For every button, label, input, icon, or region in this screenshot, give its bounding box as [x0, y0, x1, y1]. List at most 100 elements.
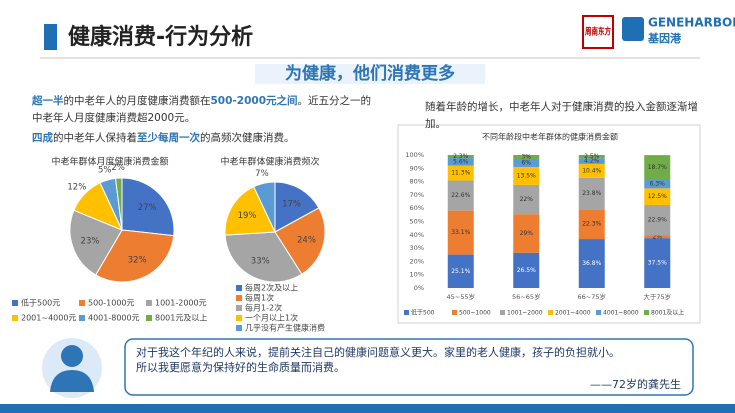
- seal-logo: [582, 15, 614, 49]
- value-label: 10.4%: [582, 167, 601, 174]
- slice-label: 5%: [98, 166, 112, 176]
- slice-label: 32%: [128, 256, 147, 266]
- legend-label: 1001-2000元: [155, 299, 207, 308]
- bar-segment: [513, 155, 540, 159]
- x-tick-label: 45~55岁: [447, 292, 476, 301]
- legend-swatch: [79, 315, 85, 321]
- highlight-text: 超一半: [32, 95, 64, 107]
- paragraph: 超一半的中老年人的月度健康消费额在500-2000元之间。近五分之一的中老年人月…: [32, 93, 377, 127]
- quote-author: ——72岁的龚先生: [590, 378, 681, 391]
- slice-label: 23%: [81, 236, 100, 246]
- bar-segment: [578, 163, 605, 178]
- value-label: 18.7%: [648, 164, 667, 171]
- y-tick-label: 40%: [410, 231, 424, 239]
- bar-segment: [513, 214, 540, 253]
- legend-swatch: [236, 325, 242, 331]
- quote-box: [124, 338, 694, 396]
- pie-slice: [114, 177, 123, 231]
- bar-segment: [447, 210, 474, 255]
- pie-slice: [274, 181, 320, 233]
- legend-label: 4001-8000元: [88, 314, 140, 323]
- bar-segment: [578, 158, 605, 164]
- slice-label: 17%: [282, 200, 301, 210]
- bar-segment: [644, 155, 671, 181]
- bar-segment: [578, 239, 605, 288]
- value-label: 6.3%: [650, 181, 666, 188]
- value-label: 22%: [520, 196, 534, 203]
- value-label: 25.1%: [451, 268, 470, 275]
- y-tick-label: 20%: [410, 257, 424, 265]
- highlight-text: 至少每周一次: [137, 132, 200, 144]
- chart-title: 不同年龄段中老年群体的健康消费金额: [482, 132, 618, 142]
- quote-line: 对于我这个年纪的人来说，提前关注自己的健康问题意义更大。家里的老人健康，孩子的负…: [136, 346, 620, 359]
- legend-label: 2001~4000元: [21, 314, 76, 323]
- legend-swatch: [146, 315, 152, 321]
- bar-segment: [644, 235, 671, 239]
- gene-logo-mark: [622, 17, 644, 41]
- value-label: 4.2%: [584, 158, 600, 165]
- slide-title: 健康消费-行为分析: [68, 24, 253, 50]
- legend-label: 500-1000元: [88, 299, 135, 308]
- y-tick-label: 100%: [405, 151, 424, 159]
- title-marker: [44, 24, 57, 50]
- legend-swatch: [404, 310, 409, 315]
- footer-bar: [0, 404, 735, 413]
- y-tick-label: 80%: [410, 178, 424, 186]
- y-tick-label: 10%: [410, 271, 424, 279]
- legend-label: 4001~8000: [603, 310, 639, 317]
- value-label: 22.6%: [451, 192, 470, 199]
- paragraph: 四成的中老年人保持着至少每周一次的高频次健康消费。: [32, 130, 377, 147]
- legend-label: 每周2次及以上: [245, 283, 298, 293]
- slice-label: 33%: [251, 256, 270, 266]
- bar-segment: [447, 254, 474, 288]
- value-label: 3%: [521, 153, 531, 160]
- pie-slice: [224, 231, 303, 283]
- legend-label: 低于500: [411, 309, 435, 317]
- bar-segment: [447, 180, 474, 211]
- avatar-body: [50, 370, 94, 392]
- value-label: 37.5%: [648, 260, 667, 267]
- pie-slice: [95, 229, 175, 283]
- value-label: 2%: [652, 233, 662, 240]
- value-label: 13.5%: [517, 172, 536, 179]
- value-label: 22.9%: [648, 217, 667, 224]
- value-label: 2.5%: [584, 153, 600, 160]
- bar-segment: [447, 165, 474, 181]
- slice-label: 24%: [297, 236, 316, 246]
- legend-swatch: [236, 295, 242, 301]
- logo-name: GENEHARBOR: [648, 16, 735, 30]
- pie-slice: [69, 209, 123, 276]
- bar-segment: [644, 180, 671, 189]
- x-tick-label: 66~75岁: [578, 292, 607, 301]
- legend-label: 2001~4000: [555, 310, 591, 317]
- legend-swatch: [236, 305, 242, 311]
- bar-segment: [644, 238, 671, 288]
- legend-label: 8001元及以上: [155, 314, 207, 323]
- x-tick-label: 56~65岁: [512, 292, 541, 301]
- value-label: 5.6%: [453, 158, 469, 165]
- value-label: 22.3%: [582, 221, 601, 228]
- highlight-text: 500-2000元之间: [210, 95, 298, 107]
- bar-segment: [644, 205, 671, 236]
- seal-text: 周南东方: [585, 26, 611, 38]
- value-label: 6%: [521, 159, 531, 166]
- bar-segment: [578, 177, 605, 210]
- slice-label: 27%: [138, 203, 157, 213]
- pie-slice: [121, 177, 175, 237]
- text-run: 的中老年人保持着: [53, 132, 137, 144]
- slice-label: 2%: [111, 163, 125, 173]
- y-tick-label: 0%: [414, 284, 424, 292]
- quote-line: 所以我更愿意为保持好的生命质量而消费。: [136, 361, 345, 374]
- legend-label: 每月1-2次: [245, 303, 282, 313]
- bar-segment: [513, 166, 540, 185]
- pie-slice: [224, 186, 276, 236]
- right-text: 随着年龄的增长，中老年人对于健康消费的投入金额逐渐增加。: [425, 101, 698, 130]
- pie-slice: [253, 181, 276, 233]
- legend-swatch: [500, 310, 505, 315]
- legend-label: 几乎没有产生健康消费: [245, 323, 325, 333]
- legend-label: 500~1000: [459, 310, 491, 317]
- y-tick-label: 70%: [410, 191, 424, 199]
- text-run: 。近五分之一的中老年人月度健康消费超2000元。: [32, 95, 371, 124]
- value-label: 11.3%: [451, 170, 470, 177]
- bar-segment: [513, 184, 540, 215]
